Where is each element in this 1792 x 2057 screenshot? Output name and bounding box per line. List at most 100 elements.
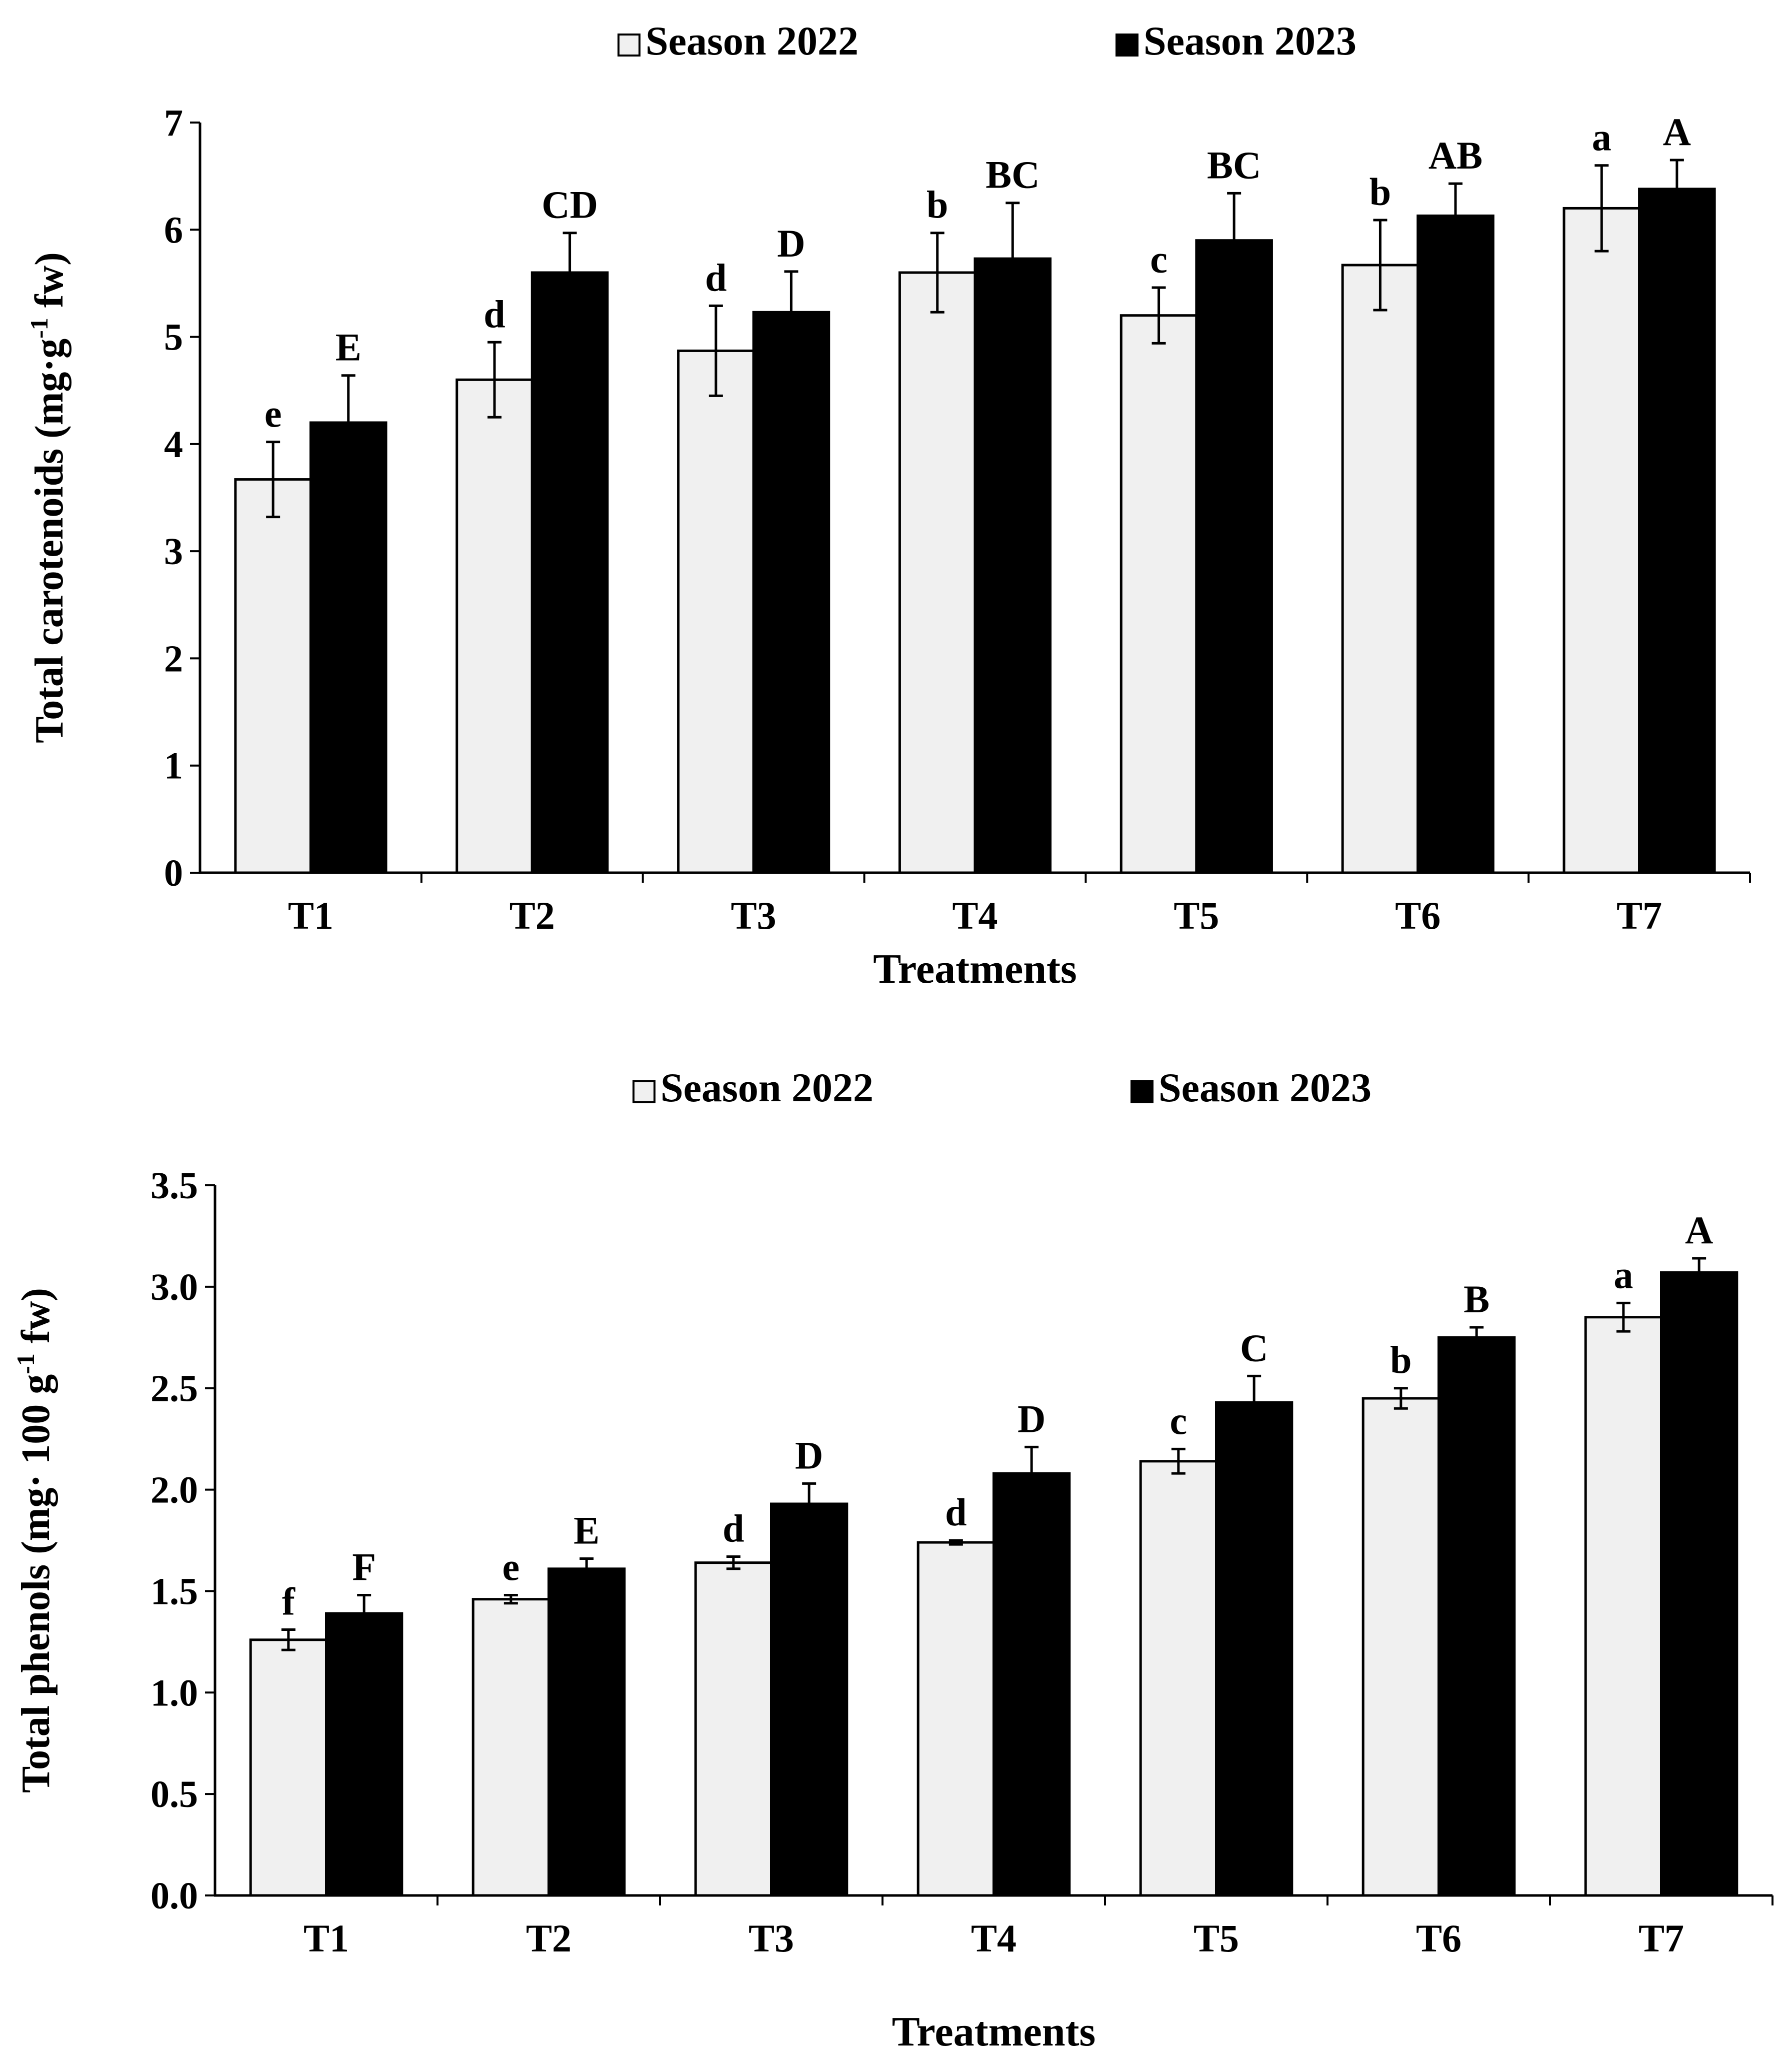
y-tick-label: 0 bbox=[164, 852, 183, 894]
carotenoids-chart-svg: Season 2022 Season 2023 0 1 2 3 4 5 6 7 e E T1 d CD T2 d… bbox=[25, 18, 1751, 992]
x-tick-label-t4: T4 bbox=[952, 894, 998, 937]
bar-t6-series-1 bbox=[1341, 264, 1420, 874]
bar-t2-series-2 bbox=[548, 1567, 626, 1897]
x-tick-label-t7: T7 bbox=[1616, 894, 1662, 937]
y-tick-label: 7 bbox=[164, 102, 183, 144]
significance-letter: A bbox=[1685, 1208, 1713, 1252]
bar-t7-series-1 bbox=[1562, 207, 1641, 874]
y-tick-label: 0.5 bbox=[150, 1773, 198, 1815]
significance-letter: b bbox=[1390, 1338, 1412, 1382]
y-tick-label: 0.0 bbox=[150, 1875, 198, 1917]
bar-t3-series-2 bbox=[770, 1502, 848, 1897]
y-axis-label-tail: fw) bbox=[28, 252, 72, 318]
phenols-chart-svg: Season 2022 Season 2023 0.0 0.5 1.0 1.5 2.0 2.5… bbox=[12, 1065, 1774, 2055]
y-tick-label: 4 bbox=[164, 424, 183, 466]
x-axis-label: Treatments bbox=[892, 2008, 1096, 2055]
y-axis-label-main: Total phenols (mg· 100 g bbox=[14, 1374, 58, 1793]
significance-letter: BC bbox=[1207, 143, 1261, 187]
y-tick-label: 3.5 bbox=[150, 1165, 198, 1207]
significance-letter: D bbox=[1018, 1397, 1046, 1440]
significance-letter: d bbox=[722, 1506, 744, 1550]
bar-t7-series-1 bbox=[1584, 1316, 1662, 1897]
bar-t4-series-2 bbox=[974, 257, 1052, 874]
significance-letter: e bbox=[502, 1545, 520, 1589]
significance-letter: E bbox=[336, 326, 362, 369]
legend-label-1: Season 2022 bbox=[660, 1065, 874, 1110]
significance-letter: c bbox=[1170, 1399, 1188, 1442]
y-axis-label-main: Total carotenoids (mg·g bbox=[28, 339, 72, 743]
bar-t1-series-1 bbox=[234, 478, 312, 874]
y-tick-label: 2.5 bbox=[150, 1368, 198, 1410]
legend-swatch-1 bbox=[632, 1080, 656, 1103]
legend-swatch-1 bbox=[618, 34, 640, 57]
bar-t1-series-2 bbox=[309, 421, 388, 874]
significance-letter: B bbox=[1464, 1277, 1490, 1321]
bar-t5-series-2 bbox=[1215, 1401, 1294, 1897]
significance-letter: b bbox=[926, 183, 948, 227]
x-tick-label-t4: T4 bbox=[971, 1916, 1016, 1960]
y-axis-label-superscript: -1 bbox=[25, 318, 53, 339]
y-axis-label-superscript: -1 bbox=[12, 1353, 40, 1374]
significance-letter: BC bbox=[986, 153, 1040, 197]
bar-t4-series-2 bbox=[992, 1472, 1071, 1897]
bar-t4-series-1 bbox=[898, 271, 976, 874]
bar-t5-series-1 bbox=[1120, 314, 1198, 874]
bar-t5-series-2 bbox=[1195, 239, 1273, 874]
bar-t4-series-1 bbox=[916, 1541, 995, 1897]
y-tick-label: 2.0 bbox=[150, 1469, 198, 1511]
x-axis-label: Treatments bbox=[873, 946, 1076, 992]
bar-t5-series-1 bbox=[1139, 1460, 1218, 1897]
significance-letter: d bbox=[945, 1490, 966, 1534]
x-tick-label-t5: T5 bbox=[1174, 894, 1219, 937]
significance-letter: e bbox=[264, 392, 282, 436]
bar-t3-series-2 bbox=[752, 311, 830, 874]
legend-label-1: Season 2022 bbox=[646, 18, 858, 64]
x-tick-label-t7: T7 bbox=[1638, 1916, 1684, 1960]
legend-swatch-2 bbox=[1116, 34, 1138, 57]
y-tick-label: 5 bbox=[164, 317, 183, 359]
significance-letter: d bbox=[484, 292, 505, 336]
bar-t2-series-2 bbox=[530, 271, 609, 874]
significance-letter: D bbox=[777, 222, 805, 265]
x-tick-label-t1: T1 bbox=[304, 1916, 349, 1960]
bar-t7-series-2 bbox=[1660, 1271, 1738, 1897]
y-tick-label: 3.0 bbox=[150, 1266, 198, 1308]
legend-swatch-2 bbox=[1130, 1080, 1154, 1103]
significance-letter: CD bbox=[542, 183, 598, 227]
bar-t7-series-2 bbox=[1638, 188, 1716, 874]
significance-letter: AB bbox=[1428, 134, 1482, 177]
y-axis-label-tail: fw) bbox=[14, 1288, 58, 1353]
legend-label-2: Season 2023 bbox=[1158, 1065, 1372, 1110]
y-tick-label: 1 bbox=[164, 745, 183, 787]
significance-letter: a bbox=[1592, 116, 1612, 159]
bar-t2-series-1 bbox=[472, 1598, 550, 1897]
y-tick-label: 1.5 bbox=[150, 1570, 198, 1612]
bar-t6-series-2 bbox=[1416, 214, 1494, 874]
bar-t6-series-1 bbox=[1362, 1397, 1440, 1897]
bar-t2-series-1 bbox=[456, 378, 534, 874]
x-tick-label-t2: T2 bbox=[526, 1916, 572, 1960]
y-axis-label: Total phenols (mg· 100 g-1 fw) bbox=[12, 1288, 58, 1793]
bar-t3-series-1 bbox=[694, 1561, 772, 1897]
x-tick-label-t5: T5 bbox=[1194, 1916, 1239, 1960]
y-tick-label: 2 bbox=[164, 638, 183, 680]
significance-letter: b bbox=[1370, 170, 1391, 214]
x-tick-label-t6: T6 bbox=[1395, 894, 1440, 937]
bar-t3-series-1 bbox=[677, 349, 755, 874]
carotenoids-chart: Season 2022 Season 2023 0 1 2 3 4 5 6 7 e E T1 d CD T2 d… bbox=[0, 0, 1792, 1015]
x-tick-label-t6: T6 bbox=[1416, 1916, 1462, 1960]
significance-letter: d bbox=[705, 256, 726, 299]
x-tick-label-t2: T2 bbox=[510, 894, 555, 937]
significance-letter: F bbox=[352, 1545, 376, 1589]
significance-letter: D bbox=[795, 1433, 823, 1477]
x-tick-label-t1: T1 bbox=[288, 894, 334, 937]
bar-t1-series-1 bbox=[249, 1638, 328, 1897]
bar-t1-series-2 bbox=[325, 1612, 404, 1897]
bar-t6-series-2 bbox=[1438, 1336, 1516, 1897]
significance-letter: E bbox=[574, 1509, 600, 1552]
y-tick-label: 6 bbox=[164, 209, 183, 251]
x-tick-label-t3: T3 bbox=[731, 894, 776, 937]
significance-letter: c bbox=[1150, 238, 1168, 281]
significance-letter: f bbox=[282, 1580, 296, 1623]
significance-letter: a bbox=[1614, 1253, 1633, 1296]
